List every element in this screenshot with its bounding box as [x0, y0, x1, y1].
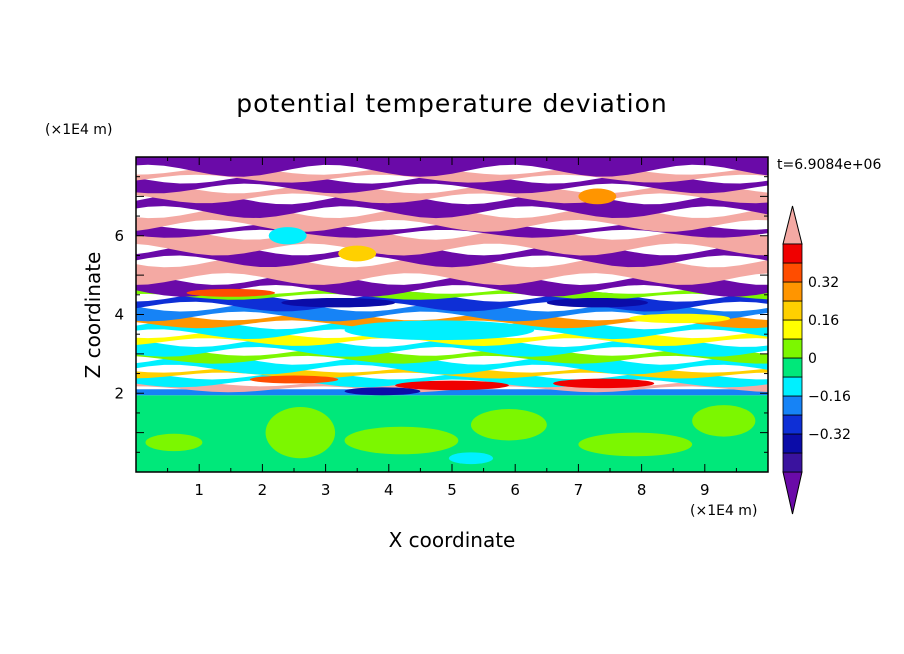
- contour-patch: [145, 433, 203, 452]
- colorbar-under-triangle: [782, 471, 803, 515]
- contour-patch: [249, 375, 339, 384]
- contour-patch: [578, 432, 693, 457]
- x-unit-label: (×1E4 m): [690, 503, 757, 519]
- colorbar-swatch: [782, 338, 803, 359]
- x-tick-label: 5: [447, 481, 457, 499]
- x-tick-label: 7: [574, 481, 584, 499]
- x-tick-label: 2: [258, 481, 268, 499]
- colorbar: 0.32 0.16 0 −0.16 −0.32: [782, 205, 851, 515]
- contour-patch: [395, 380, 509, 391]
- x-tick-label: 9: [700, 481, 710, 499]
- contour-patch: [470, 409, 547, 441]
- contour-patch: [692, 405, 756, 437]
- contour-patch: [448, 452, 494, 465]
- colorbar-tick-label: −0.32: [808, 427, 851, 443]
- y-tick-label: 2: [114, 384, 124, 402]
- x-tick-label: 1: [194, 481, 204, 499]
- colorbar-tick-label: −0.16: [808, 389, 851, 405]
- colorbar-tick-label: 0.16: [808, 313, 839, 329]
- contour-band: [136, 157, 768, 177]
- colorbar-swatch: [782, 452, 803, 473]
- y-unit-label: (×1E4 m): [45, 122, 112, 138]
- x-tick-label: 4: [384, 481, 394, 499]
- contour-band: [136, 348, 768, 364]
- contour-band: [136, 192, 768, 219]
- colorbar-swatch: [782, 433, 803, 454]
- contour-patch: [338, 245, 377, 262]
- colorbar-swatch: [782, 262, 803, 283]
- colorbar-swatch: [782, 319, 803, 340]
- contour-band: [136, 287, 768, 300]
- contour-patch: [578, 188, 617, 205]
- colorbar-over-triangle: [782, 205, 803, 245]
- contour-patch: [553, 378, 655, 389]
- x-axis-label: X coordinate: [389, 528, 516, 552]
- contour-patch: [546, 297, 648, 308]
- contour-patch: [344, 320, 535, 341]
- contour-patch: [344, 426, 459, 455]
- x-axis-ticks: 1 2 3 4 5 6 7 8 9: [135, 157, 769, 499]
- contour-patch: [186, 288, 276, 297]
- y-tick-label: 6: [114, 227, 124, 245]
- contour-patch: [268, 227, 307, 245]
- colorbar-tick-label: 0: [808, 351, 817, 367]
- colorbar-swatch: [782, 357, 803, 378]
- x-tick-label: 8: [637, 481, 647, 499]
- contour-field: [136, 157, 768, 472]
- contour-patch: [265, 407, 336, 459]
- y-axis-ticks: 2 4 6: [114, 156, 768, 473]
- colorbar-tick-label: 0.32: [808, 275, 839, 291]
- x-tick-label: 3: [321, 481, 331, 499]
- contour-patch: [281, 297, 396, 308]
- y-axis-label: Z coordinate: [81, 252, 105, 379]
- colorbar-swatch: [782, 300, 803, 321]
- colorbar-swatch: [782, 376, 803, 397]
- time-label: t=6.9084e+06: [777, 157, 881, 173]
- chart-title: potential temperature deviation: [236, 89, 667, 118]
- colorbar-swatch: [782, 414, 803, 435]
- y-tick-label: 4: [114, 306, 124, 324]
- contour-patch: [628, 313, 731, 324]
- contour-patch: [344, 387, 421, 396]
- colorbar-swatch: [782, 243, 803, 264]
- colorbar-swatch: [782, 395, 803, 416]
- x-tick-label: 6: [510, 481, 520, 499]
- colorbar-swatch: [782, 281, 803, 302]
